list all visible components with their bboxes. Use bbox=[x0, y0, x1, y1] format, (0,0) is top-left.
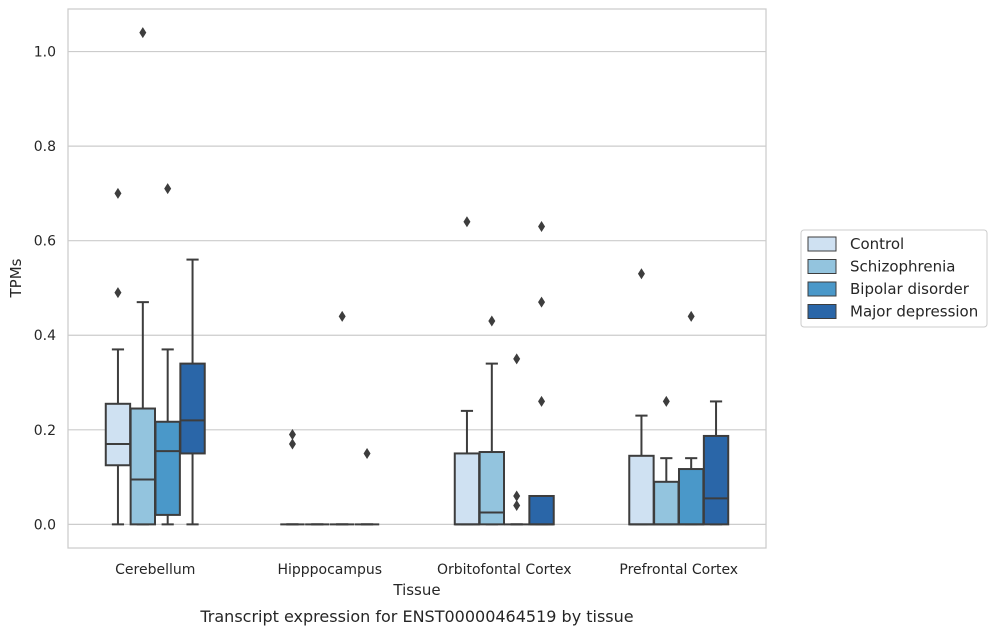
x-tick-label: Orbitofontal Cortex bbox=[437, 562, 572, 578]
y-tick-label: 0.4 bbox=[34, 328, 56, 344]
x-tick-label: Prefrontal Cortex bbox=[619, 562, 738, 578]
box-major-depression bbox=[354, 447, 380, 526]
box-bipolar-disorder bbox=[504, 353, 529, 526]
y-tick-label: 0.8 bbox=[34, 139, 56, 155]
outlier-point bbox=[363, 447, 371, 459]
chart-caption: Transcript expression for ENST0000046451… bbox=[199, 607, 633, 626]
outlier-point bbox=[488, 315, 496, 327]
outlier-point bbox=[662, 395, 670, 407]
box-iqr bbox=[453, 452, 481, 526]
box-bipolar-disorder bbox=[329, 310, 355, 526]
box-major-depression bbox=[528, 220, 555, 526]
box-iqr bbox=[628, 454, 655, 526]
y-tick-label: 0.2 bbox=[34, 423, 56, 439]
legend-frame bbox=[800, 229, 988, 328]
x-tick-labels: Cerebellum Hipppocampus Orbitofontal Corte… bbox=[115, 562, 738, 578]
legend-swatch bbox=[807, 259, 837, 274]
outlier-point bbox=[513, 499, 521, 511]
box-iqr bbox=[179, 362, 206, 455]
box-bipolar-disorder bbox=[677, 310, 705, 526]
outlier-point bbox=[538, 220, 546, 232]
outlier-point bbox=[637, 268, 645, 280]
box-iqr bbox=[702, 434, 730, 526]
x-tick-label: Cerebellum bbox=[115, 562, 195, 578]
outlier-point bbox=[288, 429, 296, 441]
box-control bbox=[104, 187, 132, 526]
outlier-point bbox=[114, 287, 122, 299]
legend: Control Schizophrenia Bipolar disorder Majo… bbox=[800, 229, 988, 328]
box-series bbox=[104, 27, 730, 526]
box-iqr bbox=[677, 468, 705, 526]
outlier-point bbox=[513, 353, 521, 365]
legend-label: Bipolar disorder bbox=[850, 280, 970, 298]
outlier-point bbox=[463, 216, 471, 228]
outlier-point bbox=[288, 438, 296, 450]
outlier-point bbox=[513, 490, 521, 502]
y-tick-label: 1.0 bbox=[34, 45, 56, 61]
box-iqr bbox=[154, 420, 181, 516]
box-control bbox=[453, 216, 481, 526]
legend-swatch bbox=[807, 304, 837, 319]
x-axis-title: Tissue bbox=[392, 581, 440, 599]
box-bipolar-disorder bbox=[154, 183, 181, 526]
box-major-depression bbox=[179, 258, 206, 526]
box-schizophrenia bbox=[129, 27, 157, 526]
legend-swatch bbox=[807, 236, 837, 252]
outlier-point bbox=[139, 27, 147, 39]
box-schizophrenia bbox=[653, 395, 680, 526]
box-iqr bbox=[528, 494, 555, 526]
box-iqr bbox=[653, 480, 680, 526]
box-iqr bbox=[104, 402, 132, 467]
outlier-point bbox=[687, 310, 695, 322]
outlier-point bbox=[164, 183, 172, 195]
legend-label: Schizophrenia bbox=[850, 258, 955, 276]
plot-frame bbox=[67, 8, 767, 549]
box-iqr bbox=[129, 407, 157, 526]
box-control bbox=[280, 429, 305, 526]
outlier-point bbox=[114, 187, 122, 199]
legend-label: Control bbox=[850, 235, 904, 253]
box-major-depression bbox=[702, 400, 730, 526]
outlier-point bbox=[338, 310, 346, 322]
y-tick-label: 0.6 bbox=[34, 234, 56, 250]
y-axis-title: TPMs bbox=[7, 258, 25, 298]
legend-swatch bbox=[807, 281, 837, 297]
legend-label: Major depression bbox=[850, 303, 978, 321]
box-control bbox=[628, 268, 655, 526]
outlier-point bbox=[538, 296, 546, 308]
outlier-point bbox=[538, 395, 546, 407]
y-tick-label: 0.0 bbox=[34, 517, 56, 533]
y-tick-labels: 0.0 0.2 0.4 0.6 0.8 1.0 bbox=[34, 45, 56, 534]
box-schizophrenia bbox=[478, 315, 506, 526]
x-tick-label: Hipppocampus bbox=[277, 562, 382, 578]
